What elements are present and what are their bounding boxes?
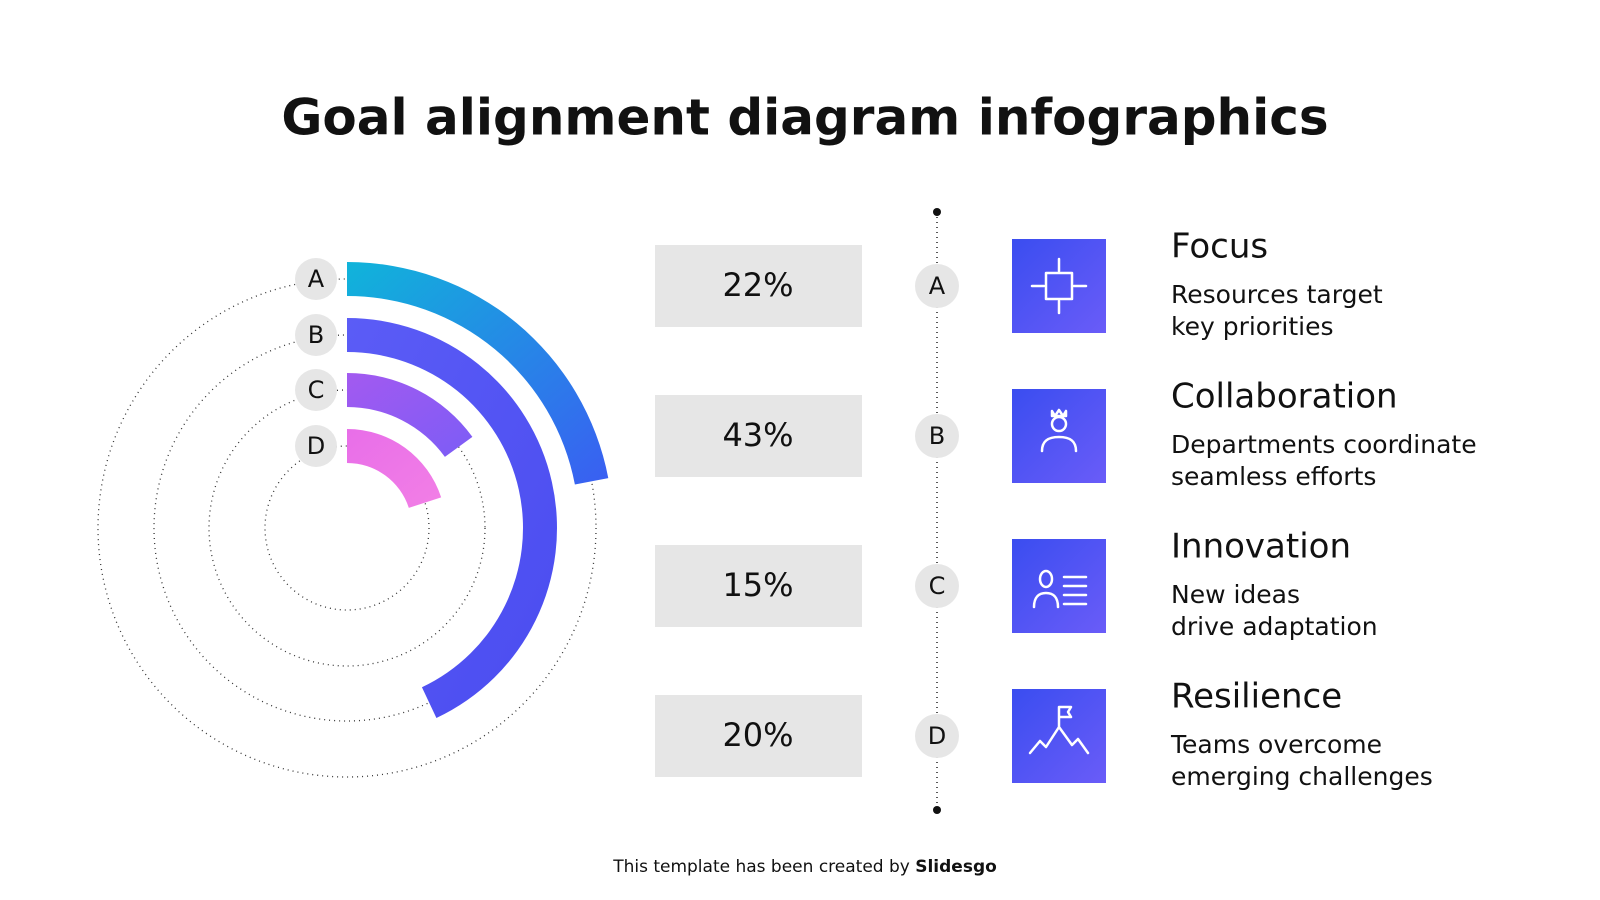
item-desc: key priorities: [1171, 312, 1333, 341]
timeline-end: [933, 208, 941, 216]
item-desc: Departments coordinate: [1171, 430, 1477, 459]
slide-title: Goal alignment diagram infographics: [281, 89, 1328, 147]
value-box: [655, 395, 862, 477]
icon: [1040, 408, 1078, 453]
value-box: [655, 545, 862, 627]
letter-badge: [295, 314, 337, 356]
letter: A: [308, 265, 325, 293]
icon-box: [1012, 539, 1106, 633]
letter: C: [308, 376, 325, 404]
letter: B: [929, 422, 945, 450]
arc: [347, 429, 442, 508]
item-desc: drive adaptation: [1171, 612, 1378, 641]
footer: This template has been created by Slides…: [612, 857, 997, 877]
letter-badge: [915, 264, 959, 308]
letter: A: [929, 272, 946, 300]
item-desc: seamless efforts: [1171, 462, 1376, 491]
value-label: 15%: [722, 566, 793, 604]
icon-box: [1012, 239, 1106, 333]
letter-badge: [295, 425, 337, 467]
arc: [347, 262, 609, 485]
letter: C: [929, 572, 946, 600]
guide-circle: [97, 278, 597, 778]
arc: [347, 318, 558, 719]
letter: D: [928, 722, 946, 750]
value-box: [655, 245, 862, 327]
letter-badge: [295, 258, 337, 300]
item-title: Collaboration: [1171, 377, 1398, 417]
letter: D: [307, 432, 325, 460]
timeline-end: [933, 806, 941, 814]
value-box: [655, 695, 862, 777]
value-label: 22%: [722, 266, 793, 304]
icon: [1032, 569, 1088, 609]
letter-badge: [915, 414, 959, 458]
arc: [347, 373, 473, 457]
footer-text: This template has been created by: [612, 857, 910, 877]
item-title: Focus: [1171, 227, 1268, 267]
letter-badge: [915, 714, 959, 758]
icon: [1030, 257, 1088, 315]
value-label: 43%: [722, 416, 793, 454]
item-title: Innovation: [1171, 527, 1351, 567]
item-desc: Teams overcome: [1170, 730, 1382, 759]
letter: B: [308, 321, 324, 349]
item-desc: New ideas: [1171, 580, 1300, 609]
footer-brand: Slidesgo: [915, 857, 997, 877]
value-label: 20%: [722, 716, 793, 754]
item-desc: Resources target: [1171, 280, 1383, 309]
item-title: Resilience: [1171, 677, 1342, 717]
letter-badge: [915, 564, 959, 608]
item-desc: emerging challenges: [1171, 762, 1433, 791]
letter-badge: [295, 369, 337, 411]
icon-box: [1012, 689, 1106, 783]
icon: [1028, 705, 1090, 755]
